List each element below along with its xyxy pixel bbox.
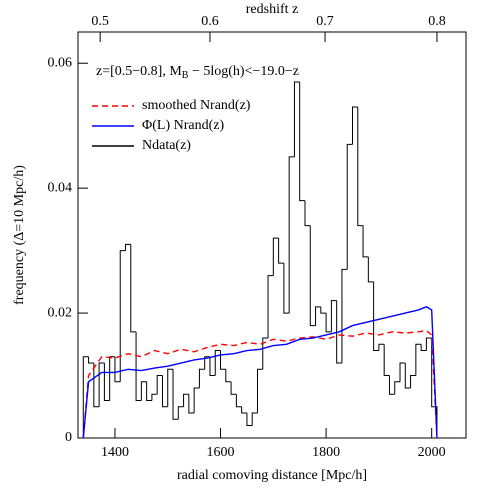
x-tick-label: 1600: [207, 445, 235, 460]
histogram-bin: [151, 393, 158, 401]
histogram-bin: [425, 337, 432, 351]
histogram-bin: [167, 368, 174, 407]
histogram-bin: [383, 344, 390, 377]
histogram-bin: [177, 406, 184, 420]
histogram-bin: [373, 281, 379, 352]
histogram-bin: [93, 363, 100, 408]
histogram-bin: [193, 387, 200, 414]
histogram-bin: [161, 375, 168, 408]
histogram-bin: [272, 237, 279, 276]
histogram-bin: [293, 81, 300, 157]
histogram-bin: [209, 356, 216, 377]
x2-tick-label: 0.6: [201, 14, 219, 29]
histogram-bin: [304, 200, 311, 227]
y-tick-label: 0.04: [48, 180, 73, 195]
histogram-bin: [183, 393, 189, 407]
x2-tick-label: 0.7: [316, 14, 334, 29]
histogram-bin: [283, 263, 290, 314]
legend-label: Φ(L) Nrand(z): [142, 118, 224, 133]
histogram-bin: [346, 143, 353, 270]
histogram-bin: [262, 337, 269, 370]
histogram-bin: [278, 238, 284, 264]
histogram-bin: [288, 156, 295, 314]
series-line: [82, 329, 438, 439]
histogram-bin: [336, 300, 342, 364]
legend-label: smoothed Nrand(z): [142, 98, 251, 113]
histogram-bin: [214, 350, 221, 376]
histogram-bin: [357, 106, 364, 227]
histogram-bin: [188, 394, 195, 414]
x-tick-label: 1800: [312, 445, 340, 460]
histogram-bin: [388, 375, 395, 395]
histogram-bin: [330, 300, 337, 332]
histogram-bin: [410, 375, 416, 389]
histogram-bin: [309, 225, 316, 327]
histogram-bin: [367, 256, 374, 283]
histogram-bin: [415, 343, 422, 376]
histogram-bin: [156, 375, 163, 395]
histogram-bin: [140, 381, 147, 401]
y-tick-label: 0.02: [48, 305, 73, 320]
histogram-bin: [341, 268, 348, 364]
histogram-bin: [256, 368, 263, 414]
series-line: [82, 306, 438, 439]
histogram-bin: [225, 369, 232, 383]
y-tick-label: 0: [65, 430, 72, 445]
histogram-bin: [82, 356, 89, 438]
histogram-bin: [119, 250, 126, 382]
histogram-bin: [420, 344, 427, 352]
x-axis-label: radial comoving distance [Mpc/h]: [177, 468, 367, 483]
histogram-bin: [114, 356, 121, 383]
y-tick-label: 0.06: [48, 55, 73, 70]
histogram-bin: [103, 363, 110, 402]
histogram-bin: [320, 306, 327, 314]
histogram-bin: [246, 413, 253, 427]
legend-label: Ndata(z): [142, 138, 191, 153]
annotation-part: − 5log(h)<−19.0−z: [188, 64, 299, 79]
histogram-bin: [299, 81, 305, 202]
histogram-bin: [198, 368, 205, 389]
histogram-bin: [404, 363, 411, 389]
histogram-bin: [394, 381, 401, 395]
histogram-bin: [109, 356, 115, 401]
histogram-bin: [220, 350, 226, 370]
histogram-bin: [241, 406, 247, 414]
histogram-bin: [399, 362, 406, 382]
histogram-bin: [267, 275, 274, 339]
histogram-bin: [352, 106, 358, 145]
histogram-bin: [325, 313, 332, 333]
y-axis-label: frequency (Δ=10 Mpc/h): [12, 165, 27, 305]
histogram-bin: [125, 243, 131, 251]
histogram-bin: [130, 244, 137, 333]
histogram-bin: [146, 381, 152, 402]
x-tick-label: 1400: [101, 445, 129, 460]
histogram-bin: [135, 331, 142, 402]
histogram-bin: [315, 306, 321, 326]
x2-tick-label: 0.5: [91, 14, 109, 29]
histogram-bin: [378, 343, 385, 351]
histogram-bin: [251, 412, 258, 426]
annotation-sub: B: [182, 70, 189, 81]
plot-frame: [77, 31, 467, 439]
annotation-part: z=[0.5−0.8], M: [96, 64, 182, 79]
annotation: z=[0.5−0.8], MB − 5log(h)<−19.0−z: [96, 64, 299, 81]
x-tick-label: 2000: [418, 445, 446, 460]
histogram-bin: [204, 356, 210, 370]
x2-axis-label: redshift z: [246, 2, 298, 17]
histogram-bin: [88, 356, 94, 364]
histogram-bin: [230, 381, 237, 395]
histogram-bin: [235, 394, 242, 408]
histogram-bin: [172, 369, 179, 420]
histogram-bin: [98, 362, 105, 407]
histogram-bin: [362, 225, 369, 258]
x2-tick-label: 0.8: [428, 14, 446, 29]
